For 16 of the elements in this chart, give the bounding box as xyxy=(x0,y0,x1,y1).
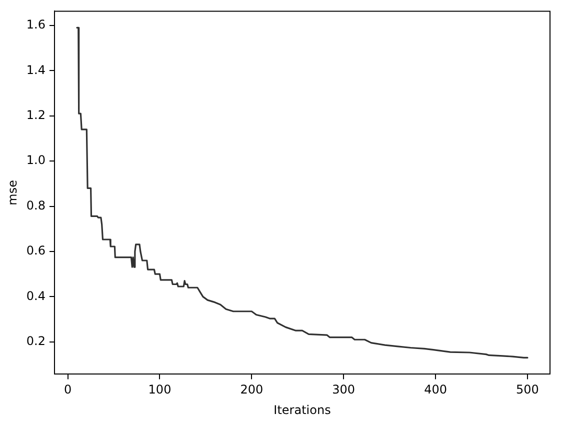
y-tick-label: 1.2 xyxy=(26,108,46,122)
x-tick-label: 200 xyxy=(240,382,264,397)
y-tick-label: 0.4 xyxy=(26,288,46,303)
y-axis-title: mse xyxy=(5,180,20,206)
x-tick-label: 400 xyxy=(424,382,447,397)
x-tick-label: 300 xyxy=(332,382,356,397)
x-axis-title: Iterations xyxy=(274,402,331,417)
y-tick-label: 0.8 xyxy=(26,198,46,212)
y-tick-label: 1.4 xyxy=(26,62,46,77)
y-tick-label: 1.6 xyxy=(26,18,46,32)
x-tick-label: 500 xyxy=(516,382,539,397)
y-tick-label: 0.2 xyxy=(26,334,46,348)
y-tick-label: 1.0 xyxy=(26,153,46,168)
x-tick-label: 100 xyxy=(148,382,172,397)
y-tick-label: 0.6 xyxy=(26,244,46,258)
x-tick-label: 0 xyxy=(64,382,72,397)
